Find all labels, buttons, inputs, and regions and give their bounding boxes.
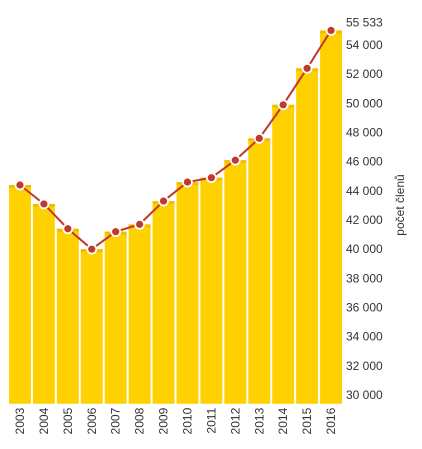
y-tick-label: 34 000	[346, 330, 383, 344]
data-point	[38, 198, 50, 210]
data-point	[110, 226, 122, 238]
bar	[128, 224, 151, 404]
bar-group	[104, 231, 127, 404]
bars	[9, 30, 342, 404]
x-tick-label: 2016	[324, 407, 338, 434]
data-point	[62, 223, 74, 235]
x-tick-label: 2009	[157, 407, 171, 434]
data-point	[182, 176, 193, 188]
data-point	[14, 179, 26, 191]
y-tick-label: 48 000	[346, 126, 383, 140]
y-axis-title: počet členů	[393, 174, 407, 235]
bar-group	[272, 104, 295, 404]
bar	[32, 203, 55, 404]
x-tick-label: 2012	[228, 407, 242, 434]
data-point	[229, 154, 241, 166]
bar	[200, 177, 223, 404]
x-tick-label: 2007	[109, 407, 123, 434]
data-point	[205, 172, 217, 184]
data-point	[325, 25, 337, 36]
y-tick-label: 54 000	[346, 38, 383, 52]
bar	[56, 228, 79, 404]
bar	[224, 160, 247, 404]
line-points	[14, 25, 337, 255]
x-tick-label: 2006	[85, 407, 99, 434]
bar-group	[152, 201, 175, 404]
bar-group	[224, 160, 247, 404]
bar	[152, 201, 175, 404]
bar	[248, 138, 271, 404]
data-point	[277, 99, 289, 111]
data-point	[86, 243, 98, 255]
bar-group	[128, 224, 151, 404]
x-tick-label: 2010	[180, 407, 194, 434]
bar-group	[56, 228, 79, 404]
data-point	[301, 62, 313, 74]
y-tick-label: 40 000	[346, 242, 383, 256]
bar-group	[296, 68, 319, 404]
data-point	[158, 195, 169, 207]
data-point	[134, 218, 146, 230]
y-tick-label: 36 000	[346, 301, 383, 315]
y-tick-label: 50 000	[346, 96, 383, 110]
y-tick-label: 44 000	[346, 184, 383, 198]
x-axis-labels: 2003 2004 2005 2006 2007 2008 2009 2010 2011 2012…	[13, 407, 338, 434]
bar-group	[248, 138, 271, 404]
bar	[320, 30, 342, 404]
y-axis-ticks: 30 000 32 000 34 000 36 000 38 000 40 000 42 0…	[346, 16, 383, 402]
data-point	[253, 132, 265, 144]
bar	[176, 182, 199, 404]
x-tick-label: 2005	[61, 407, 75, 434]
bar-group	[176, 182, 199, 404]
y-tick-label: 55 533	[346, 16, 383, 30]
y-tick-label: 46 000	[346, 155, 383, 169]
x-tick-label: 2013	[252, 407, 266, 434]
bar	[104, 231, 127, 404]
y-tick-label: 38 000	[346, 271, 383, 285]
x-tick-label: 2015	[300, 407, 314, 434]
x-tick-label: 2011	[204, 407, 218, 433]
y-tick-label: 42 000	[346, 213, 383, 227]
bar	[296, 68, 319, 404]
bar-group	[32, 203, 55, 404]
x-tick-label: 2014	[276, 407, 290, 434]
x-tick-label: 2004	[37, 407, 51, 434]
bar-group	[200, 177, 223, 404]
x-tick-label: 2008	[133, 407, 147, 434]
bar-group	[80, 249, 103, 404]
bar	[80, 249, 103, 404]
x-tick-label: 2003	[13, 407, 27, 434]
bar-group	[320, 30, 342, 404]
y-tick-label: 52 000	[346, 67, 383, 81]
bar	[9, 185, 31, 404]
y-tick-label: 32 000	[346, 359, 383, 373]
bar-group	[9, 185, 31, 404]
y-tick-label: 30 000	[346, 388, 383, 402]
bar	[272, 104, 295, 404]
